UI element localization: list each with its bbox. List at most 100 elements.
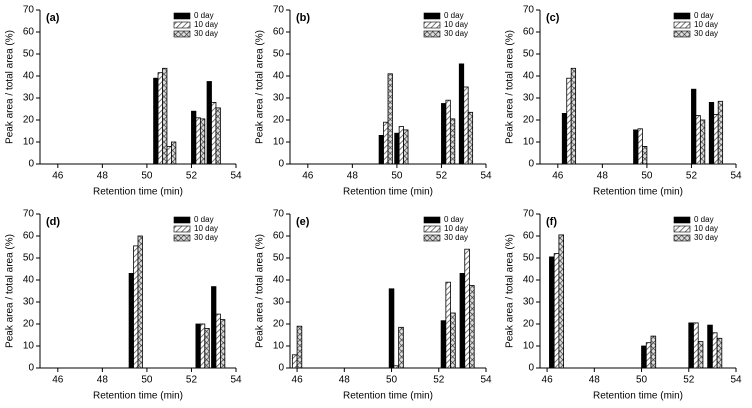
bar [440, 320, 447, 369]
y-tick-label: 40 [273, 275, 285, 286]
x-tick-label: 54 [230, 171, 242, 182]
bar [707, 324, 713, 369]
bar [211, 102, 217, 165]
panel-label: (a) [46, 12, 60, 24]
legend-swatch [173, 30, 191, 38]
x-tick-label: 50 [641, 171, 653, 182]
legend-label: 0 day [444, 11, 464, 20]
bar [215, 107, 221, 165]
legend-label: 30 day [694, 233, 718, 242]
legend-swatch [423, 12, 441, 20]
x-tick-label: 54 [230, 375, 242, 386]
bar [291, 354, 298, 369]
y-tick-label: 10 [273, 341, 285, 352]
legend-swatch [673, 30, 691, 38]
y-tick-label: 70 [523, 209, 535, 220]
legend-swatch [423, 216, 441, 224]
legend-swatch [423, 30, 441, 38]
y-axis-label: Peak area / total area (%) [5, 30, 16, 144]
y-tick-label: 60 [523, 231, 535, 242]
panel-label: (f) [546, 216, 557, 228]
legend-label: 30 day [444, 29, 468, 38]
bar [570, 67, 577, 165]
y-tick-label: 40 [273, 71, 285, 82]
x-axis-label: Retention time (min) [593, 391, 683, 402]
y-axis-label: Peak area / total area (%) [255, 30, 266, 144]
bar [458, 63, 465, 165]
y-tick-label: 20 [523, 319, 535, 330]
bar [403, 129, 409, 165]
legend-swatch [173, 12, 191, 20]
legend-swatch [673, 12, 691, 20]
y-tick-label: 0 [528, 363, 534, 374]
legend-label: 30 day [694, 29, 718, 38]
x-tick-label: 54 [480, 375, 492, 386]
bar [650, 335, 657, 369]
bar [199, 118, 206, 165]
bar [128, 272, 134, 369]
bar [157, 72, 163, 165]
x-tick-label: 46 [302, 171, 314, 182]
x-tick-label: 52 [686, 171, 698, 182]
x-tick-label: 52 [436, 171, 448, 182]
y-tick-label: 20 [273, 115, 285, 126]
bar [459, 272, 466, 369]
panel-label: (d) [46, 216, 60, 228]
y-tick-label: 60 [523, 27, 535, 38]
x-tick-label: 50 [391, 171, 403, 182]
y-tick-label: 40 [523, 71, 535, 82]
bar [561, 113, 568, 165]
y-tick-label: 60 [273, 231, 285, 242]
x-tick-label: 46 [52, 171, 64, 182]
legend-swatch [423, 234, 441, 242]
bar [566, 77, 572, 165]
y-axis-label: Peak area / total area (%) [5, 234, 16, 348]
legend-swatch [173, 234, 191, 242]
legend-label: 0 day [444, 215, 464, 224]
bar [449, 118, 456, 165]
y-tick-label: 60 [273, 27, 285, 38]
panel: 0 10 20 30 40 50 60 70 46 48 50 52 54 Retention time … [5, 209, 242, 402]
y-tick-label: 0 [278, 363, 284, 374]
x-tick-label: 50 [386, 375, 398, 386]
y-tick-label: 30 [23, 93, 35, 104]
legend-label: 10 day [444, 20, 468, 29]
legend-label: 10 day [694, 224, 718, 233]
bar [711, 332, 718, 369]
bar [688, 322, 694, 369]
y-tick-label: 70 [23, 5, 35, 16]
x-axis-label: Retention time (min) [593, 187, 683, 198]
bar [211, 286, 217, 369]
y-tick-label: 30 [273, 297, 285, 308]
x-axis-label: Retention time (min) [343, 187, 433, 198]
y-tick-label: 60 [23, 27, 35, 38]
x-tick-label: 52 [683, 375, 695, 386]
bar [441, 103, 447, 165]
bar [162, 67, 168, 165]
bar [394, 132, 400, 165]
bar [469, 285, 475, 369]
y-tick-label: 50 [523, 49, 535, 60]
x-tick-label: 46 [542, 375, 554, 386]
y-tick-label: 10 [523, 137, 535, 148]
y-tick-label: 40 [523, 275, 535, 286]
legend-label: 0 day [694, 11, 714, 20]
legend-label: 0 day [194, 215, 214, 224]
x-tick-label: 52 [186, 171, 198, 182]
legend-swatch [673, 225, 691, 233]
panel: 0 10 20 30 40 50 60 70 46 48 50 52 54 Retention time … [505, 209, 742, 402]
y-tick-label: 40 [23, 71, 35, 82]
legend-label: 30 day [444, 233, 468, 242]
y-tick-label: 30 [523, 93, 535, 104]
bar [549, 256, 555, 369]
legend-swatch [173, 225, 191, 233]
bar [445, 99, 451, 165]
bar [699, 119, 706, 165]
legend-swatch [673, 21, 691, 29]
legend-label: 0 day [194, 11, 214, 20]
bar [633, 129, 639, 165]
x-tick-label: 48 [97, 375, 109, 386]
bar [137, 235, 143, 369]
bar [641, 345, 647, 369]
bar [220, 319, 226, 369]
